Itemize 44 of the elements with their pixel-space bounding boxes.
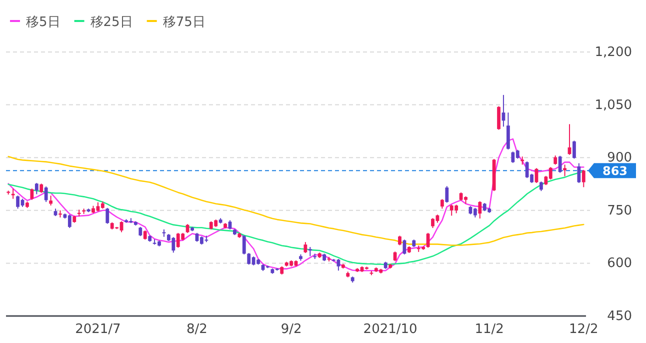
candlestick: [304, 242, 308, 254]
candlestick: [398, 235, 402, 246]
y-tick-label: 1,050: [594, 98, 632, 113]
x-tick-label: 11/2: [474, 322, 504, 337]
ref-label: 863: [588, 163, 636, 178]
legend-label: 移25日: [90, 15, 133, 30]
candlestick: [440, 198, 444, 210]
y-tick-label: 900: [607, 150, 632, 166]
candlestick: [30, 188, 34, 200]
candlestick: [506, 112, 510, 150]
legend-label: 移75日: [162, 15, 206, 30]
line-series: [8, 156, 584, 246]
x-tick-label: 9/2: [280, 322, 302, 337]
candlestick: [554, 154, 558, 166]
y-tick-label: 1,200: [594, 45, 632, 60]
ref-line-label: 863: [602, 164, 628, 178]
legend-label: 移5日: [26, 15, 60, 30]
x-tick-label: 12/2: [569, 322, 598, 337]
candlestick: [49, 195, 52, 206]
y-tick-label: 600: [607, 256, 632, 272]
candlestick: [558, 155, 562, 174]
candlestick: [497, 106, 500, 130]
x-tick-label: 2021/10: [363, 322, 418, 337]
x-tick-label: 2021/7: [75, 322, 121, 337]
candlestick: [40, 183, 44, 194]
candlestick: [34, 182, 38, 195]
candlestick: [582, 169, 586, 188]
candlestick: [540, 181, 543, 192]
x-tick-label: 8/2: [186, 322, 208, 337]
candlestick: [563, 164, 566, 177]
candlestick: [138, 226, 142, 237]
candlestick: [44, 186, 48, 202]
candlestick: [473, 207, 477, 218]
candlestick: [11, 188, 15, 200]
candlestick: [143, 230, 147, 240]
y-tick-label: 750: [607, 203, 632, 218]
candlestick: [478, 200, 482, 219]
candlestick: [445, 186, 449, 204]
candlestick: [106, 207, 110, 224]
candlestick: [308, 246, 312, 257]
y-tick-label: 450: [607, 309, 632, 324]
candlestick: [577, 162, 581, 184]
candlestick: [572, 140, 576, 160]
candlestick: [242, 234, 246, 255]
